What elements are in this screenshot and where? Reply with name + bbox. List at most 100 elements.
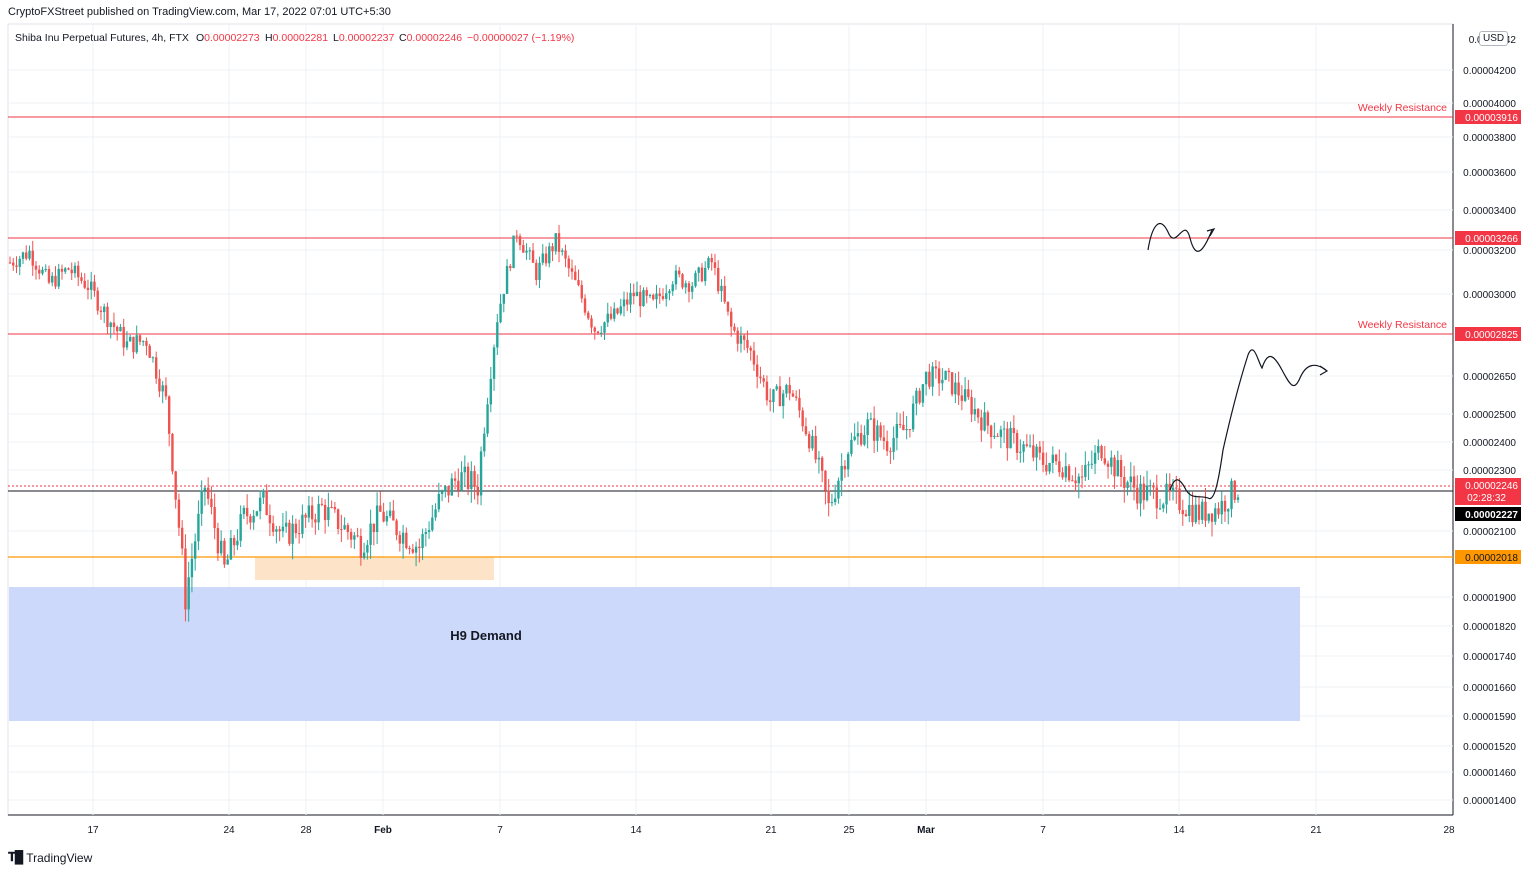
candle-body	[154, 357, 158, 379]
price-axis-labels: 0.0000042 0.00004200 0.00004000 0.000038…	[1463, 35, 1516, 807]
candle-body	[320, 503, 324, 505]
candle-body	[31, 250, 34, 266]
candle-body	[197, 513, 200, 542]
candle-body	[1126, 482, 1129, 488]
candle-body	[668, 291, 671, 294]
candle-body	[278, 529, 281, 532]
candle-body	[174, 471, 177, 500]
candle-body	[577, 279, 580, 286]
candle-body	[369, 523, 372, 545]
candle-body	[863, 435, 866, 445]
candle-body	[408, 548, 411, 550]
tradingview-logo[interactable]: 𝐓█ TradingView	[8, 850, 92, 865]
candle-body	[483, 433, 486, 452]
candle-body	[629, 292, 632, 305]
candle-body	[837, 480, 840, 499]
candle-body	[301, 514, 304, 534]
candle-body	[291, 523, 294, 544]
candle-body	[989, 425, 993, 438]
candle-body	[1136, 487, 1139, 504]
candle-body	[544, 253, 548, 264]
candle-body	[730, 311, 733, 327]
candle-body	[1035, 446, 1038, 458]
candle-body	[1067, 466, 1071, 481]
candle-body	[635, 291, 639, 297]
candle-body	[960, 395, 964, 401]
currency-button[interactable]: USD	[1479, 31, 1509, 46]
candle-body	[41, 269, 44, 274]
candle-body	[593, 327, 596, 332]
candle-body	[34, 265, 38, 270]
candle-body	[1230, 480, 1233, 510]
candle-body	[453, 478, 457, 481]
candle-body	[447, 486, 450, 496]
candle-body	[346, 525, 350, 533]
candle-body	[1191, 504, 1194, 523]
candle-body	[856, 433, 860, 437]
candle-body	[814, 435, 817, 460]
y-tick-label: 0.00001400	[1463, 796, 1516, 807]
ohlc-legend: O0.00002273 H0.00002281 L0.00002237 C0.0…	[196, 32, 574, 44]
candle-body	[541, 253, 544, 263]
candle-body	[80, 277, 83, 281]
candle-body	[681, 274, 684, 288]
candle-body	[496, 322, 499, 348]
y-tick-label: 0.00002300	[1463, 466, 1516, 477]
candle-body	[882, 437, 886, 442]
candle-body	[505, 265, 509, 294]
candle-body	[736, 330, 739, 344]
candle-body	[236, 540, 239, 546]
x-tick-label: 7	[1040, 825, 1046, 836]
candle-body	[755, 364, 759, 377]
candle-body	[414, 546, 418, 553]
y-tick-label: 0.00001740	[1463, 652, 1516, 663]
candle-body	[515, 235, 518, 237]
candlestick-series	[8, 225, 1240, 622]
candle-body	[807, 434, 811, 449]
candle-body	[866, 419, 869, 436]
candle-body	[678, 270, 681, 275]
candle-body	[583, 298, 587, 313]
candle-body	[622, 299, 626, 307]
x-tick-label: 21	[1310, 825, 1322, 836]
candle-body	[879, 425, 882, 438]
candle-body	[1058, 461, 1061, 473]
candle-body	[1236, 497, 1240, 500]
candle-body	[161, 385, 164, 392]
candle-body	[561, 250, 564, 252]
candle-body	[528, 250, 531, 252]
candle-body	[713, 262, 717, 268]
candle-body	[892, 437, 895, 452]
y-tick-label: 0.00004200	[1463, 66, 1516, 77]
y-tick-label: 0.00001820	[1463, 622, 1516, 633]
candle-body	[885, 441, 889, 452]
candle-body	[1110, 457, 1113, 467]
candle-body	[398, 535, 402, 544]
candle-body	[392, 510, 395, 521]
candle-body	[830, 502, 834, 504]
x-tick-label: 28	[300, 825, 312, 836]
candle-body	[1100, 446, 1103, 459]
candle-body	[1022, 444, 1025, 452]
candle-body	[125, 341, 129, 348]
y-tick-label: 0.00001460	[1463, 768, 1516, 779]
candle-body	[99, 310, 103, 313]
candle-body	[908, 429, 912, 431]
candle-body	[70, 269, 73, 274]
candle-body	[1175, 487, 1178, 489]
crosshair-price-tag-bg	[1455, 507, 1521, 521]
y-tick-label: 0.00004000	[1463, 99, 1516, 110]
candle-body	[122, 326, 125, 348]
candle-body	[1106, 463, 1110, 467]
candle-body	[1217, 508, 1220, 515]
x-tick-label: 25	[843, 825, 855, 836]
candle-body	[284, 522, 288, 527]
x-tick-label: 24	[223, 825, 235, 836]
symbol-title: Shiba Inu Perpetual Futures, 4h, FTX	[15, 32, 189, 44]
candle-body	[1080, 476, 1084, 478]
candle-body	[434, 509, 437, 518]
candle-body	[109, 322, 112, 327]
candle-body	[957, 382, 960, 396]
candle-body	[203, 487, 207, 491]
